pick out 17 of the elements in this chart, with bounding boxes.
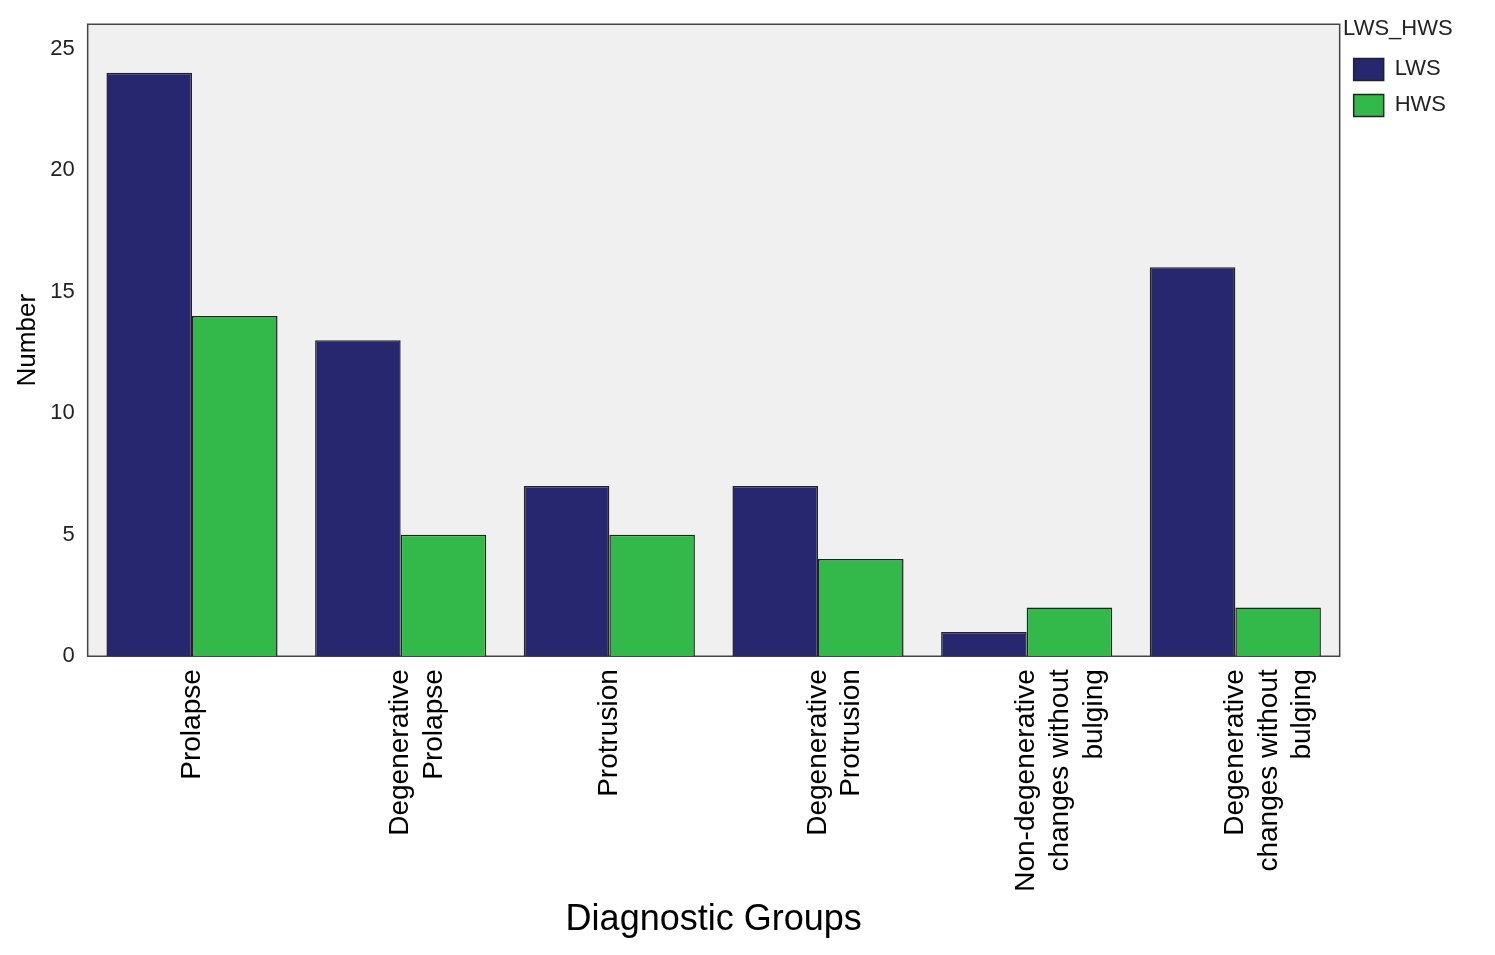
x-tick-label: Degenerative changes without bulging xyxy=(1218,668,1317,872)
x-tick-label: Degenerative Protrusion xyxy=(800,669,866,836)
x-axis-title: Diagnostic Groups xyxy=(565,897,862,939)
x-tick-label: Degenerative Prolapse xyxy=(383,669,448,836)
y-tick-label: 0 xyxy=(62,642,75,668)
y-tick-label: 25 xyxy=(50,34,75,60)
y-axis-title: Number xyxy=(10,293,41,387)
y-tick-label: 5 xyxy=(62,520,75,546)
x-tick-label: Non-degenerative changes without bulging xyxy=(1009,668,1108,892)
x-tick-label: Prolapse xyxy=(174,669,206,780)
x-tick-label: Protrusion xyxy=(592,669,624,797)
y-tick-label: 10 xyxy=(50,399,75,425)
legend-label: LWS xyxy=(1394,55,1441,81)
legend-title: LWS_HWS xyxy=(1343,15,1453,41)
y-tick-label: 20 xyxy=(50,156,75,182)
y-tick-label: 15 xyxy=(50,277,75,303)
legend-label: HWS xyxy=(1394,91,1446,117)
